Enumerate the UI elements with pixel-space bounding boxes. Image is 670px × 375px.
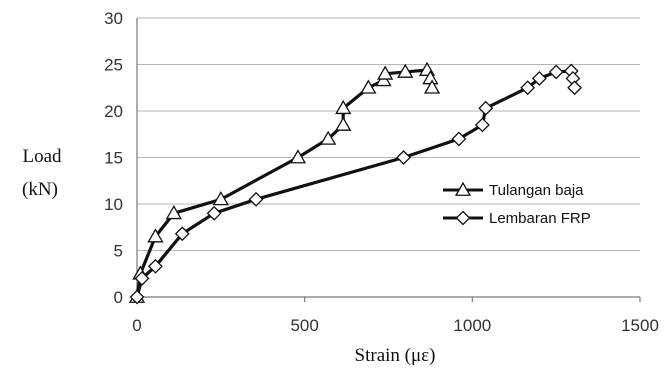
tick-labels: 0 5 10 15 20 25 30 0 500 1000 1500 [104,9,659,335]
data-point [148,258,163,274]
series [128,61,583,305]
series-2 [129,63,583,305]
data-point [451,131,467,147]
data-point [174,226,190,242]
data-point [335,116,352,131]
data-point [423,79,441,94]
data-point [520,80,536,96]
x-tick-label: 0 [132,316,141,335]
data-point [397,63,414,78]
y-axis-title-line1: Load [22,146,62,167]
data-point [206,205,222,221]
data-point [134,270,150,286]
x-tick-label: 1500 [621,316,659,335]
data-point [289,149,307,164]
y-tick-label: 10 [104,195,123,214]
data-point [335,99,352,115]
legend-label: Lembaran FRP [489,210,591,227]
y-axis-title-line2: (kN) [22,179,58,200]
data-point [474,117,490,133]
y-tick-label: 25 [104,56,123,75]
y-tick-label: 0 [114,288,123,307]
data-point [320,130,337,145]
y-tick-label: 30 [104,9,123,28]
legend: Tulangan baja Lembaran FRP [443,181,591,227]
legend-label: Tulangan baja [489,182,584,199]
data-point [396,150,412,165]
x-tick-label: 1000 [453,316,491,335]
data-point [248,191,264,207]
data-point [567,80,583,96]
series-line [135,68,434,298]
data-point [212,191,229,206]
data-point [531,71,547,86]
legend-marker [455,210,471,226]
x-tick-label: 500 [290,316,318,335]
data-point [548,64,564,80]
data-point [360,79,377,94]
legend-marker [454,181,472,196]
data-point [377,65,394,80]
y-tick-label: 20 [104,102,123,121]
x-axis-title: Strain (με) [355,345,436,366]
series-line [135,69,577,298]
series-1 [128,61,441,303]
y-tick-label: 5 [114,242,123,261]
data-point [478,100,494,116]
axes [136,18,641,302]
data-point [129,289,145,305]
data-point [165,204,183,220]
data-point [147,228,164,243]
y-tick-label: 15 [104,149,123,168]
